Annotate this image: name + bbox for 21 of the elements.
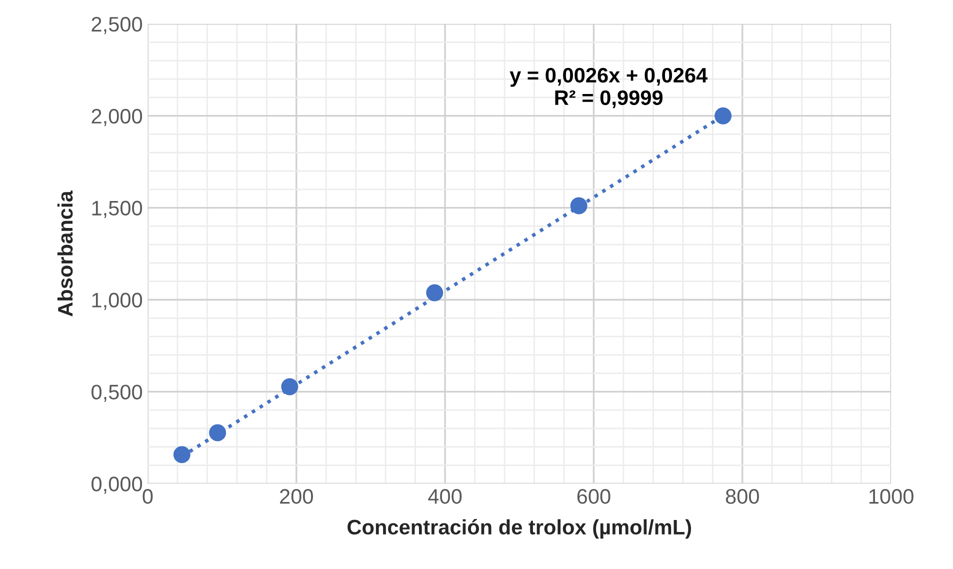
y-tick-label: 0,000: [92, 476, 142, 494]
y-tick-label: 2,500: [92, 16, 142, 34]
annotation: y = 0,0026x + 0,0264 R² = 0,9999: [510, 68, 708, 108]
point: [426, 284, 444, 302]
x-tick-label: 1000: [869, 489, 914, 504]
x-tick-label: 200: [280, 489, 313, 504]
y-tick-label: 1,500: [92, 200, 142, 218]
point: [173, 446, 190, 464]
x-axis-title: Concentración de trolox (µmol/mL): [348, 519, 692, 539]
point: [570, 197, 588, 214]
point: [209, 424, 226, 442]
y-tick-label: 0,500: [92, 384, 142, 402]
y-tick-label: 1,000: [92, 292, 142, 310]
point: [714, 107, 732, 124]
x-tick-label: 0: [142, 489, 153, 504]
x-tick-label: 400: [428, 489, 462, 504]
x-tick-label: 600: [577, 489, 610, 504]
y-axis-title: Absorbancia: [57, 190, 73, 316]
y-tick-label: 2,000: [92, 108, 142, 126]
x-tick-label: 800: [726, 489, 759, 504]
point: [281, 378, 298, 396]
